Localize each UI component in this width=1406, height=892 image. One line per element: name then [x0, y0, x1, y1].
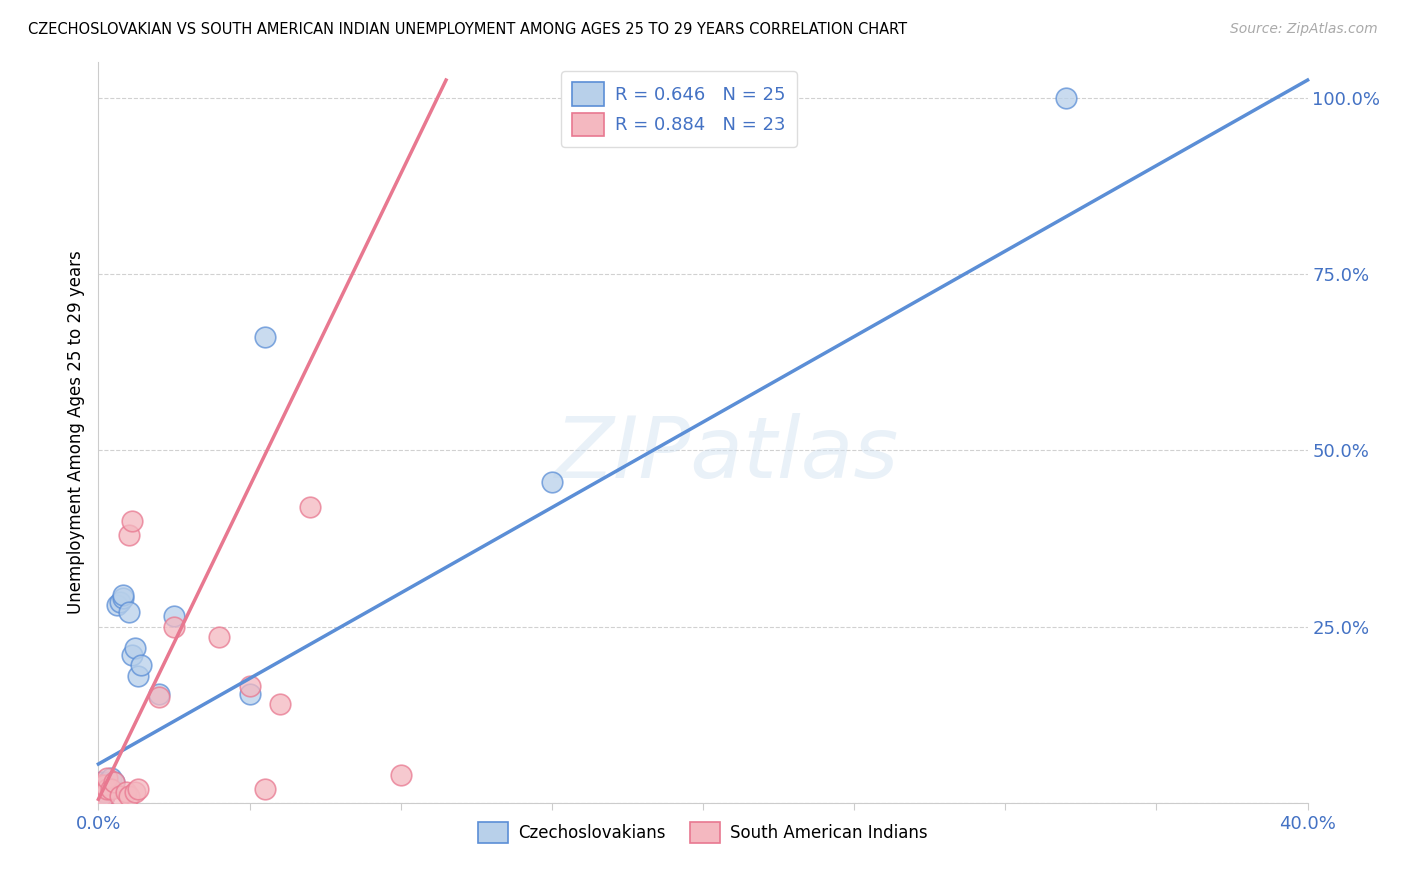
Point — [124, 785, 146, 799]
Text: CZECHOSLOVAKIAN VS SOUTH AMERICAN INDIAN UNEMPLOYMENT AMONG AGES 25 TO 29 YEARS : CZECHOSLOVAKIAN VS SOUTH AMERICAN INDIAN… — [28, 22, 907, 37]
Point — [127, 669, 149, 683]
Point — [100, 781, 122, 796]
Point — [208, 630, 231, 644]
Point — [124, 640, 146, 655]
Point — [1054, 91, 1077, 105]
Point — [111, 591, 134, 606]
Point — [148, 690, 170, 704]
Point — [90, 774, 112, 789]
Point — [163, 619, 186, 633]
Point — [96, 771, 118, 785]
Point — [108, 595, 131, 609]
Point — [129, 658, 152, 673]
Point — [114, 785, 136, 799]
Point — [253, 330, 276, 344]
Point — [239, 680, 262, 694]
Text: Source: ZipAtlas.com: Source: ZipAtlas.com — [1230, 22, 1378, 37]
Legend: Czechoslovakians, South American Indians: Czechoslovakians, South American Indians — [471, 815, 935, 850]
Point — [540, 475, 562, 489]
Point — [299, 500, 322, 514]
Point — [96, 778, 118, 792]
Point — [90, 778, 112, 792]
Point — [118, 789, 141, 803]
Point — [111, 588, 134, 602]
Point — [93, 785, 115, 799]
Point — [96, 781, 118, 796]
Point — [103, 774, 125, 789]
Point — [253, 781, 276, 796]
Point — [93, 789, 115, 803]
Point — [90, 789, 112, 803]
Point — [121, 648, 143, 662]
Point — [121, 514, 143, 528]
Point — [100, 771, 122, 785]
Point — [389, 767, 412, 781]
Point — [148, 686, 170, 700]
Point — [269, 697, 291, 711]
Point — [93, 789, 115, 803]
Text: ZIPatlas: ZIPatlas — [555, 413, 900, 496]
Point — [108, 789, 131, 803]
Point — [118, 528, 141, 542]
Point — [105, 599, 128, 613]
Point — [163, 609, 186, 624]
Point — [90, 789, 112, 803]
Point — [127, 781, 149, 796]
Point — [96, 774, 118, 789]
Point — [103, 774, 125, 789]
Point — [118, 606, 141, 620]
Point — [90, 781, 112, 796]
Point — [239, 686, 262, 700]
Point — [93, 778, 115, 792]
Point — [93, 778, 115, 792]
Y-axis label: Unemployment Among Ages 25 to 29 years: Unemployment Among Ages 25 to 29 years — [66, 251, 84, 615]
